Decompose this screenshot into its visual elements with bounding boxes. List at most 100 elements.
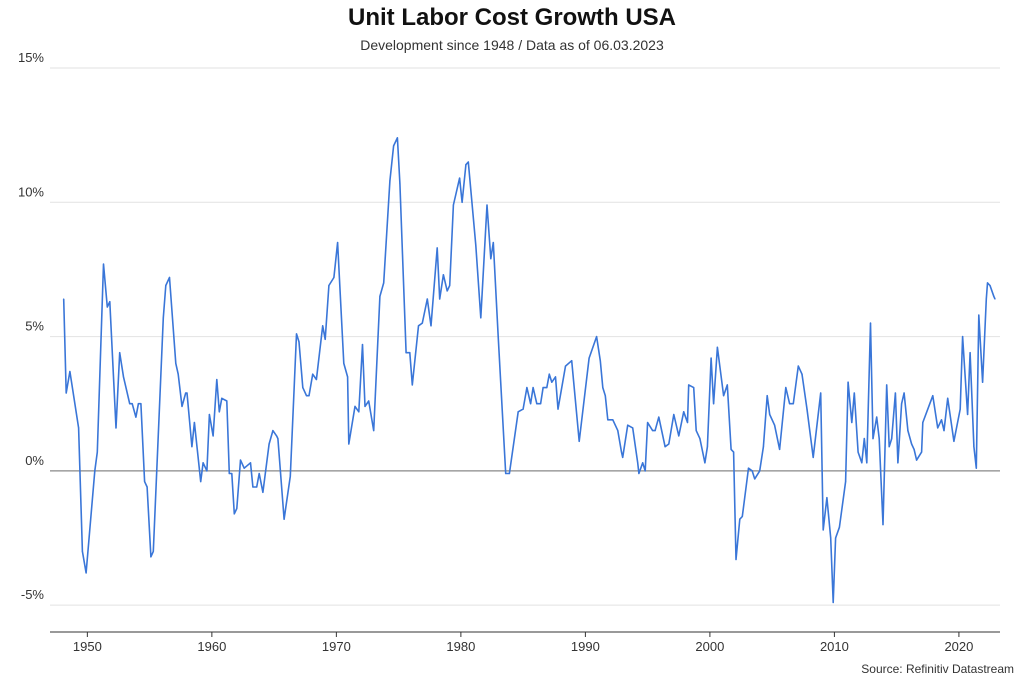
data-point (806, 408, 808, 410)
data-point (505, 472, 507, 475)
data-point (891, 438, 893, 440)
data-point (256, 486, 258, 488)
data-point (903, 392, 905, 394)
data-point (710, 357, 712, 359)
data-point (915, 459, 918, 461)
data-point (766, 395, 768, 397)
x-tick-label: 1990 (571, 639, 600, 654)
data-point (812, 456, 814, 459)
data-point (612, 419, 614, 421)
data-point (797, 365, 799, 367)
data-point (405, 352, 407, 354)
data-point (973, 446, 975, 448)
data-point (863, 438, 865, 440)
data-point (830, 537, 832, 539)
data-point (978, 314, 980, 316)
data-point (144, 481, 146, 483)
data-point (826, 497, 828, 499)
data-point (894, 392, 897, 394)
data-point (785, 387, 787, 389)
data-point (399, 182, 401, 185)
data-point (959, 408, 961, 410)
data-point (459, 177, 461, 179)
data-point (801, 373, 803, 375)
data-point (486, 204, 488, 206)
data-point (985, 298, 987, 300)
data-point (517, 411, 519, 413)
data-point (637, 462, 639, 464)
data-point (607, 419, 609, 421)
series-line (62, 137, 996, 604)
data-point (396, 137, 398, 139)
data-point (869, 322, 872, 324)
data-point (769, 413, 771, 416)
data-point (508, 472, 511, 475)
data-point (735, 558, 737, 561)
data-point (652, 429, 654, 432)
data-point (632, 427, 634, 429)
x-tick-label: 1980 (446, 639, 475, 654)
data-point (851, 421, 853, 424)
data-point (847, 381, 849, 383)
data-point (480, 317, 482, 319)
data-point (348, 443, 350, 445)
data-point (548, 373, 550, 375)
data-point (622, 456, 624, 459)
data-point (741, 515, 743, 518)
data-point (554, 376, 557, 378)
data-point (226, 400, 228, 402)
data-point (620, 451, 623, 453)
data-point (922, 421, 924, 424)
x-tick-label: 2000 (695, 639, 724, 654)
data-point (857, 451, 859, 453)
data-point (202, 462, 204, 464)
data-point (497, 335, 499, 338)
data-point (467, 161, 469, 163)
y-tick-label: 10% (18, 184, 44, 199)
x-tick-label: 2010 (820, 639, 849, 654)
data-point (993, 295, 995, 297)
data-point (206, 470, 208, 472)
data-point (135, 416, 137, 418)
data-point (747, 467, 750, 469)
data-point (389, 180, 391, 182)
x-tick-label: 2020 (944, 639, 973, 654)
data-point (695, 429, 697, 432)
data-point (426, 298, 428, 300)
data-point (627, 424, 629, 426)
data-point (986, 282, 989, 284)
x-tick-label: 1950 (73, 639, 102, 654)
data-point (642, 462, 644, 464)
data-point (249, 462, 252, 464)
data-point (526, 387, 528, 389)
data-point (754, 478, 756, 480)
data-point (446, 290, 448, 292)
data-point (943, 429, 945, 432)
data-point (716, 346, 718, 348)
data-point (94, 470, 96, 472)
data-point (861, 462, 863, 464)
data-point (409, 352, 411, 354)
data-point (165, 284, 167, 287)
data-point (85, 572, 87, 574)
data-point (411, 384, 413, 386)
data-point (901, 403, 903, 405)
data-point (277, 438, 279, 440)
data-point (216, 378, 218, 381)
data-point (289, 475, 291, 477)
data-point (379, 295, 381, 297)
data-point (940, 419, 943, 421)
data-point (492, 241, 494, 244)
data-point (96, 451, 98, 453)
data-point (981, 381, 984, 383)
data-point (283, 518, 285, 520)
data-point (564, 365, 567, 367)
data-point (551, 381, 553, 383)
data-point (218, 411, 220, 413)
data-point (295, 333, 298, 335)
data-point (693, 387, 695, 389)
data-point (853, 392, 855, 394)
data-point (465, 164, 467, 166)
data-point (822, 529, 824, 531)
